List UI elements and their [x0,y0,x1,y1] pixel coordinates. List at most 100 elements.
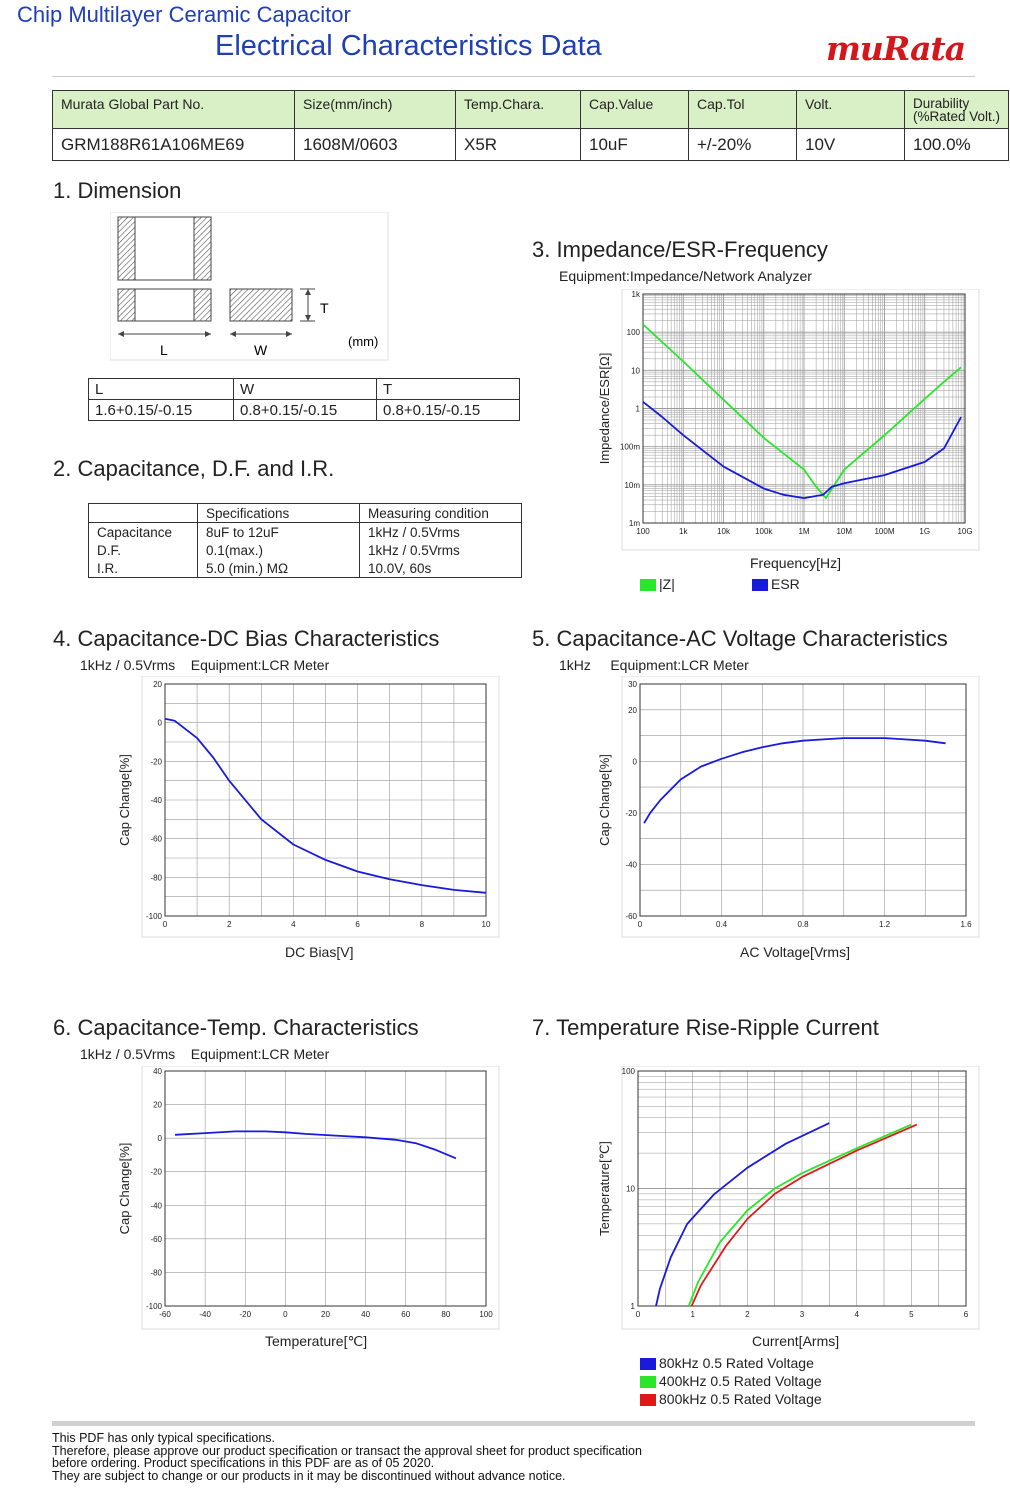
y-tick-label: 40 [153,1067,162,1076]
table-cell: +/-20% [688,128,797,161]
y-axis-label: Impedance/ESR[Ω] [597,353,612,465]
y-tick-label: -100 [146,1302,163,1311]
x-tick-label: 0 [163,920,168,929]
x-tick-label: 2 [745,1310,750,1319]
series-line [174,1130,457,1160]
y-tick-label: -60 [150,1235,162,1244]
x-tick-label: 1G [919,527,930,536]
y-tick-label: 100m [620,443,640,452]
dimension-table: L W T 1.6+0.15/-0.15 0.8+0.15/-0.15 0.8+… [88,378,520,421]
y-tick-label: 20 [153,1101,162,1110]
x-tick-label: 1 [690,1310,695,1319]
series-line [164,717,487,894]
x-tick-label: 8 [420,920,425,929]
table-header: Volt. [796,90,905,129]
ac-voltage-subtitle: 1kHz Equipment:LCR Meter [559,657,749,673]
x-tick-label: -20 [239,1310,251,1319]
y-tick-label: -40 [625,860,637,869]
x-tick-label: 10k [717,527,731,536]
series-line [642,323,962,500]
y-tick-label: -20 [150,757,162,766]
y-axis-label: Cap Change[%] [117,1143,132,1235]
y-axis-label: Temperature[℃] [597,1141,612,1236]
legend-label: 800kHz 0.5 Rated Voltage [659,1391,822,1407]
y-tick-label: 30 [628,680,637,689]
table-cell: 0.8+0.15/-0.15 [233,399,377,421]
legend-swatch-red [640,1394,656,1407]
capacitance-table: Specifications Measuring condition Capac… [88,503,522,578]
table-cell: GRM188R61A106ME69 [52,128,295,161]
y-tick-label: 10 [626,1185,635,1194]
table-cell: I.R. [88,559,198,578]
y-tick-label: 1 [636,405,641,414]
document-subtitle: Chip Multilayer Ceramic Capacitor [17,2,351,27]
section-title-impedance: 3. Impedance/ESR-Frequency [532,237,828,262]
chart-frame [141,676,500,938]
x-tick-label: -40 [199,1310,211,1319]
series-line [642,401,962,500]
y-tick-label: -20 [625,809,637,818]
dim-label-w: W [254,342,268,358]
y-tick-label: 1 [631,1302,636,1311]
ac-voltage-chart: 0 0.4 0.8 1.2 1.6 30 20 0 -20 -40 -60 Cap Change[%] [597,676,980,938]
section-title-ripple: 7. Temperature Rise-Ripple Current [532,1015,879,1040]
table-cell: 0.1(max.) [197,541,360,559]
table-header: Measuring condition [359,503,522,523]
impedance-legend-z: |Z| [640,576,675,592]
table-cell: D.F. [88,541,198,559]
y-tick-label: -40 [150,1201,162,1210]
impedance-chart: 100 1k 10k 100k 1M 10M 100M 1G 10G 1k 100 10 1 100m 10… [597,289,980,551]
dim-unit: (mm) [348,334,378,349]
series-line [643,737,946,824]
chart-frame [621,289,980,551]
table-header: Size(mm/inch) [294,90,456,129]
y-tick-label: -60 [150,835,162,844]
dc-bias-subtitle: 1kHz / 0.5Vrms Equipment:LCR Meter [80,657,330,673]
x-tick-label: 5 [909,1310,914,1319]
dim-label-t: T [320,300,329,316]
x-tick-label: 3 [800,1310,805,1319]
y-tick-label: -40 [150,796,162,805]
temp-subtitle: 1kHz / 0.5Vrms Equipment:LCR Meter [80,1046,330,1062]
table-cell: 5.0 (min.) MΩ [197,559,360,578]
temp-xlabel: Temperature[℃] [265,1333,368,1349]
impedance-legend-esr: ESR [752,576,800,592]
table-header: Specifications [197,503,360,523]
table-header: Cap.Tol [688,90,797,129]
table-cell: 1kHz / 0.5Vrms [359,522,522,541]
impedance-subtitle: Equipment:Impedance/Network Analyzer [559,268,812,284]
y-tick-label: 1k [632,290,641,299]
footer-line: before ordering. Product specifications … [52,1456,435,1470]
header-divider [52,76,975,77]
y-tick-label: -80 [150,873,162,882]
dc-bias-xlabel: DC Bias[V] [285,944,354,960]
impedance-xlabel: Frequency[Hz] [750,555,842,571]
table-cell: 8uF to 12uF [197,522,360,541]
footer-line: Therefore, please approve our product sp… [52,1443,642,1458]
legend-swatch-blue [752,579,768,592]
chart-frame [621,1066,980,1330]
temp-chart: -60 -40 -20 0 20 40 60 80 100 40 20 0 -20 -40 -60 -80 -1… [117,1066,500,1330]
x-tick-label: 10 [482,920,491,929]
y-tick-label: 100 [627,328,641,337]
section-title-temp: 6. Capacitance-Temp. Characteristics [53,1015,419,1040]
chart-frame [621,676,980,938]
part-spec-table: Murata Global Part No. Size(mm/inch) Tem… [52,90,1010,161]
legend-label: ESR [771,576,800,592]
x-tick-label: 4 [854,1310,859,1319]
series-line [690,1123,918,1307]
legend-item: 800kHz 0.5 Rated Voltage [640,1390,822,1408]
legend-swatch-green [640,1376,656,1389]
plot-border [637,1070,967,1307]
plot-border [164,1070,487,1307]
x-tick-label: -60 [159,1310,171,1319]
ac-voltage-xlabel: AC Voltage[Vrms] [740,944,850,960]
section-title-dimension: 1. Dimension [53,178,182,203]
legend-label: 400kHz 0.5 Rated Voltage [659,1373,822,1389]
footer-divider [52,1421,975,1426]
table-header: Cap.Value [580,90,689,129]
legend-item: 400kHz 0.5 Rated Voltage [640,1372,822,1390]
x-tick-label: 6 [964,1310,969,1319]
ripple-xlabel: Current[Arms] [752,1333,840,1349]
section-title-dc-bias: 4. Capacitance-DC Bias Characteristics [53,626,440,651]
